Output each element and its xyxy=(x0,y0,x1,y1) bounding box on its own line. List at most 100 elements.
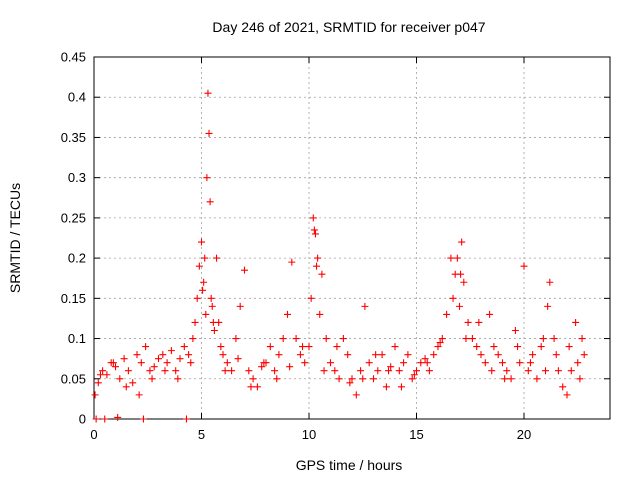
y-tick-label: 0 xyxy=(79,412,86,427)
data-point xyxy=(204,89,212,97)
data-point xyxy=(161,367,169,375)
data-point xyxy=(413,367,420,375)
data-point xyxy=(112,363,119,371)
data-point xyxy=(205,129,213,137)
data-point xyxy=(537,343,545,351)
data-point xyxy=(481,359,489,367)
y-tick-label: 0.15 xyxy=(61,291,86,306)
data-point xyxy=(378,351,386,359)
data-point xyxy=(159,351,167,359)
y-tick-label: 0.4 xyxy=(68,90,86,105)
data-point xyxy=(552,351,560,359)
data-point xyxy=(247,383,255,391)
x-tick-label: 10 xyxy=(302,427,316,442)
x-tick-label: 5 xyxy=(198,427,205,442)
data-point xyxy=(387,363,395,371)
data-point xyxy=(559,383,567,391)
data-point xyxy=(92,415,100,423)
data-point xyxy=(457,270,465,278)
data-point xyxy=(206,198,214,206)
data-point xyxy=(475,318,483,326)
y-tick-label: 0.3 xyxy=(68,170,86,185)
data-point xyxy=(99,367,107,375)
data-point xyxy=(236,302,244,310)
data-point xyxy=(314,254,322,262)
data-point xyxy=(109,359,117,367)
data-point xyxy=(539,335,547,343)
data-point xyxy=(129,379,137,387)
data-point xyxy=(200,278,208,286)
data-point xyxy=(296,351,304,359)
chart-title: Day 246 of 2021, SRMTID for receiver p04… xyxy=(212,19,485,35)
data-point xyxy=(462,335,470,343)
data-point xyxy=(316,310,324,318)
data-point xyxy=(307,294,315,302)
data-point xyxy=(567,367,575,375)
data-point xyxy=(430,351,438,359)
data-point xyxy=(346,379,354,387)
data-point xyxy=(580,351,588,359)
y-tick-label: 0.35 xyxy=(61,130,86,145)
data-point xyxy=(209,318,217,326)
data-point xyxy=(423,359,431,367)
data-point xyxy=(191,318,199,326)
data-point xyxy=(391,343,399,351)
grid-lines xyxy=(94,57,610,419)
data-point xyxy=(163,359,171,367)
data-point xyxy=(456,302,463,310)
data-point xyxy=(219,351,227,359)
data-point xyxy=(344,351,352,359)
data-point xyxy=(507,375,515,383)
data-point xyxy=(202,310,210,318)
data-point xyxy=(477,351,485,359)
data-point xyxy=(199,286,207,294)
data-point xyxy=(464,318,472,326)
data-point xyxy=(284,310,291,318)
data-point xyxy=(335,375,343,383)
data-point xyxy=(150,363,158,371)
data-point xyxy=(185,351,193,359)
data-point xyxy=(322,335,330,343)
data-point xyxy=(370,375,377,383)
data-point xyxy=(182,415,190,423)
data-point xyxy=(189,335,197,343)
data-point xyxy=(572,318,580,326)
data-point xyxy=(266,343,274,351)
data-point xyxy=(301,359,309,367)
data-point xyxy=(176,355,184,363)
data-point xyxy=(180,343,188,351)
data-point xyxy=(361,302,369,310)
data-point xyxy=(563,391,571,399)
x-tick-label: 15 xyxy=(409,427,423,442)
data-point xyxy=(501,375,509,383)
data-point xyxy=(124,367,132,375)
data-point xyxy=(146,367,154,375)
data-point xyxy=(116,375,124,383)
data-point xyxy=(305,343,313,351)
data-point xyxy=(275,351,283,359)
y-tick-label: 0.2 xyxy=(68,251,86,266)
data-point xyxy=(524,367,532,375)
data-point xyxy=(273,375,281,383)
data-point xyxy=(382,383,390,391)
data-point xyxy=(331,367,339,375)
data-point xyxy=(198,238,205,246)
data-point xyxy=(310,226,318,234)
data-point xyxy=(311,230,319,238)
data-point xyxy=(258,363,266,371)
data-point xyxy=(397,383,405,391)
data-point xyxy=(460,278,468,286)
data-point xyxy=(249,375,257,383)
data-point xyxy=(533,375,541,383)
data-point xyxy=(201,254,209,262)
data-point xyxy=(217,343,225,351)
data-point xyxy=(550,335,558,343)
plot-frame xyxy=(93,56,611,420)
data-point xyxy=(436,339,444,347)
data-point xyxy=(299,343,307,351)
data-point xyxy=(327,359,334,367)
data-point xyxy=(114,413,122,421)
data-point xyxy=(357,367,365,375)
data-point xyxy=(365,359,373,367)
data-point xyxy=(210,327,218,335)
